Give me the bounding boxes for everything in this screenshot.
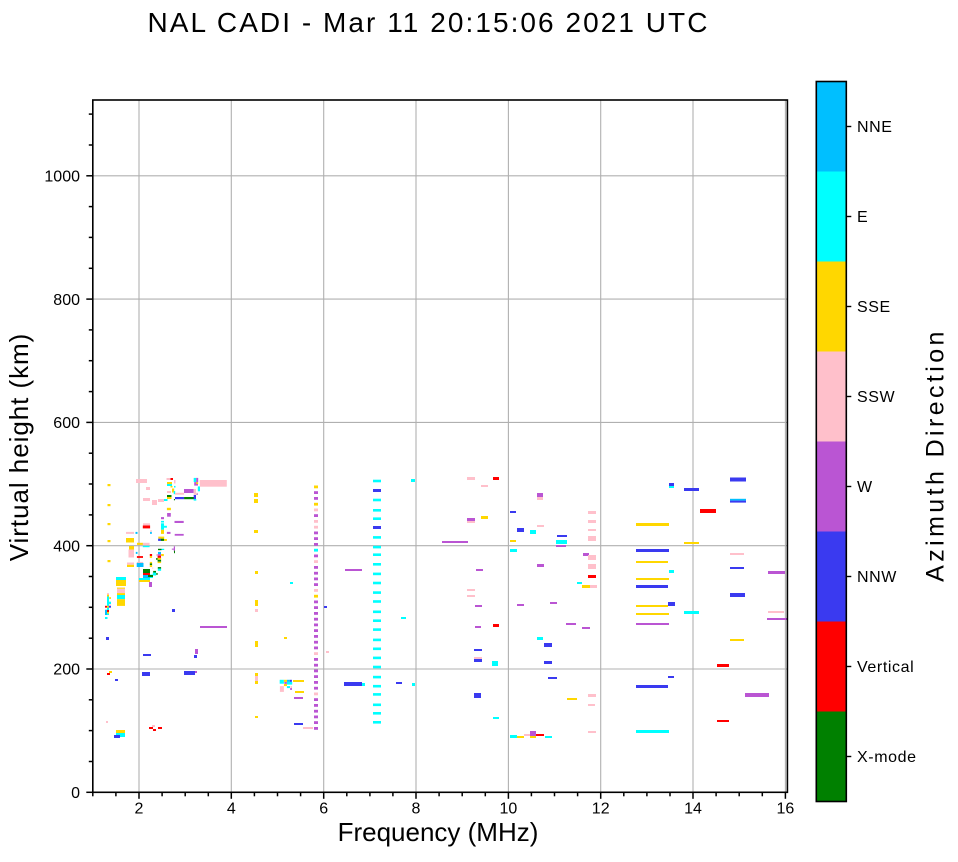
svg-text:6: 6 xyxy=(319,801,328,818)
svg-text:Virtual height (km): Virtual height (km) xyxy=(4,333,34,562)
svg-text:W: W xyxy=(857,479,873,496)
svg-text:SSE: SSE xyxy=(857,299,891,316)
svg-text:0: 0 xyxy=(71,785,80,802)
svg-text:16: 16 xyxy=(777,801,795,818)
svg-text:600: 600 xyxy=(53,415,80,432)
svg-text:NNW: NNW xyxy=(857,569,897,586)
svg-text:X-mode: X-mode xyxy=(857,749,917,766)
svg-text:Vertical: Vertical xyxy=(857,659,914,676)
svg-text:SSW: SSW xyxy=(857,389,896,406)
svg-text:800: 800 xyxy=(53,292,80,309)
svg-text:4: 4 xyxy=(227,801,236,818)
svg-text:1000: 1000 xyxy=(44,169,80,186)
svg-text:2: 2 xyxy=(135,801,144,818)
svg-text:10: 10 xyxy=(500,801,518,818)
svg-text:8: 8 xyxy=(412,801,421,818)
svg-text:400: 400 xyxy=(53,538,80,555)
svg-text:200: 200 xyxy=(53,662,80,679)
svg-text:14: 14 xyxy=(684,801,702,818)
svg-text:NNE: NNE xyxy=(857,119,893,136)
svg-text:E: E xyxy=(857,209,868,226)
svg-text:12: 12 xyxy=(592,801,610,818)
svg-text:NAL CADI - Mar 11 20:15:06 202: NAL CADI - Mar 11 20:15:06 2021 UTC xyxy=(148,7,710,38)
svg-text:Azimuth Direction: Azimuth Direction xyxy=(922,328,950,582)
svg-text:Frequency (MHz): Frequency (MHz) xyxy=(338,817,539,847)
